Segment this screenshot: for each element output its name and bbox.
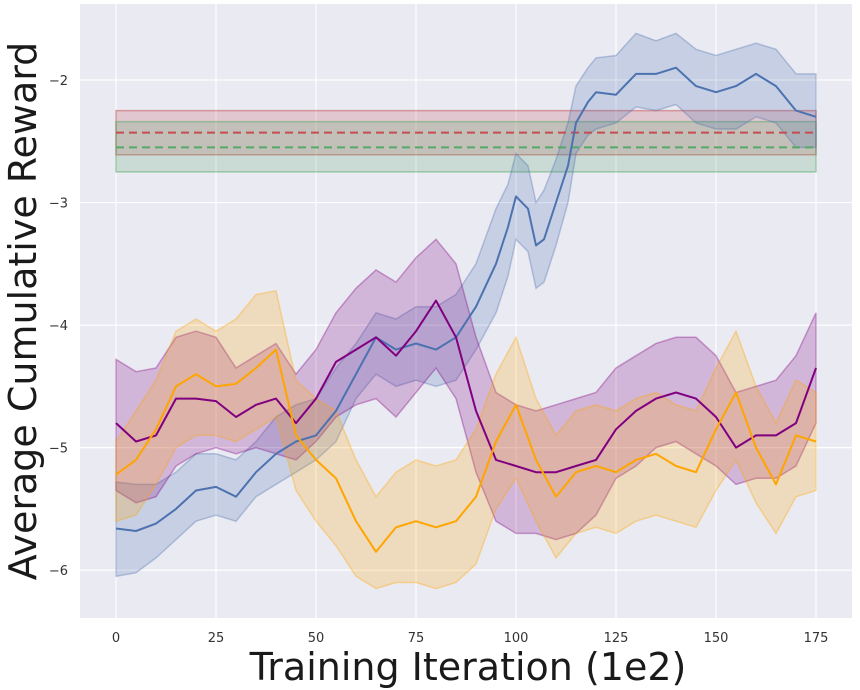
blue-series-band: [115, 32, 817, 578]
x-tick-label: 25: [208, 631, 225, 646]
y-axis-ticks: −6 −5 −4 −3 −2: [49, 74, 68, 579]
purple-series-band: [115, 238, 817, 541]
y-tick-label: −3: [49, 197, 68, 212]
grid-lines: [80, 4, 852, 618]
y-tick-label: −4: [49, 319, 68, 334]
y-tick-label: −5: [49, 442, 68, 457]
y-tick-label: −6: [49, 564, 68, 579]
x-tick-label: 175: [804, 631, 829, 646]
purple-series-line: [115, 299, 817, 474]
x-tick-label: 0: [112, 631, 120, 646]
orange-series-line: [115, 348, 817, 553]
x-tick-label: 150: [704, 631, 729, 646]
x-tick-label: 125: [604, 631, 629, 646]
x-tick-label: 75: [408, 631, 425, 646]
plot-background: [80, 4, 852, 618]
x-tick-label: 100: [504, 631, 529, 646]
green-baseline-band: [115, 120, 817, 173]
y-axis-title: Average Cumulative Reward: [1, 42, 45, 581]
x-axis-title: Training Iteration (1e2): [249, 645, 687, 689]
x-axis-ticks: 0 25 50 75 100 125 150 175: [112, 631, 829, 646]
series-lines: [115, 66, 817, 553]
orange-series-band: [115, 289, 817, 590]
y-tick-label: −2: [49, 74, 68, 89]
red-baseline-band: [115, 109, 817, 156]
reference-bands: [115, 109, 817, 173]
x-tick-label: 50: [308, 631, 325, 646]
blue-series-line: [115, 66, 817, 532]
series-bands: [115, 32, 817, 590]
